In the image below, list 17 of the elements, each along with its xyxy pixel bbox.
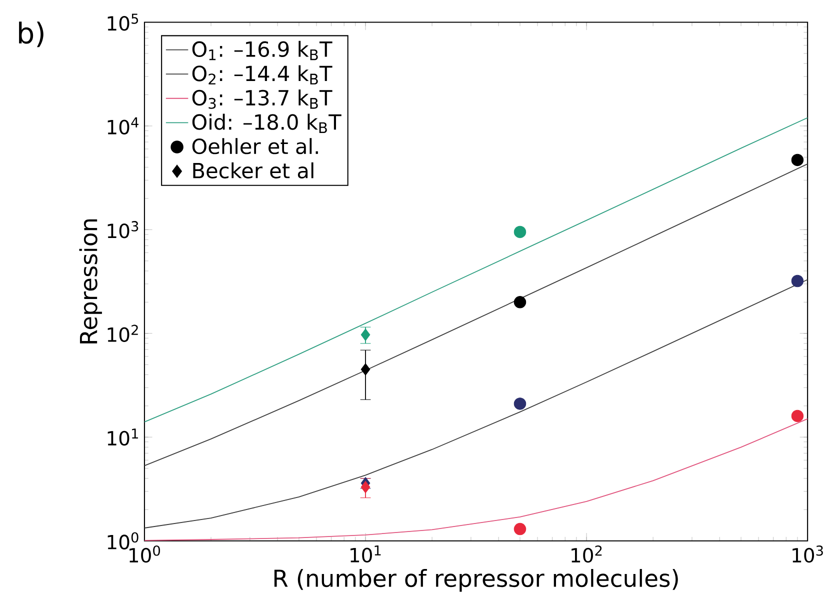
y-tick-label: 10$^{5}$ — [108, 14, 138, 31]
legend-label: O$_{3}$: –13.7 k$_{B}$T — [192, 89, 332, 109]
legend-label: Oehler et al. — [192, 138, 318, 154]
legend-label: O$_{1}$: –16.9 k$_{B}$T — [192, 40, 332, 60]
x-axis-title: R (number of repressor molecules) — [274, 568, 678, 592]
x-tick-label: 10$^{1}$ — [350, 545, 381, 562]
y-axis-title: Repression — [79, 219, 102, 344]
legend-label: Becker et al — [193, 162, 314, 178]
text: b) — [19, 21, 44, 47]
y-tick-label: 10$^{1}$ — [108, 428, 138, 446]
legend-label: O$_{2}$: –14.4 k$_{B}$T — [192, 65, 332, 84]
y-tick-label: 10$^{2}$ — [108, 324, 138, 342]
legend-label: Oid: –18.0 k$_{B}$T — [192, 114, 342, 133]
y-tick-label: 10$^{3}$ — [108, 220, 138, 238]
x-tick-label: 10$^{2}$ — [572, 545, 602, 562]
x-tick-label: 10$^{3}$ — [792, 545, 823, 562]
y-tick-label: 10$^{4}$ — [108, 117, 138, 134]
